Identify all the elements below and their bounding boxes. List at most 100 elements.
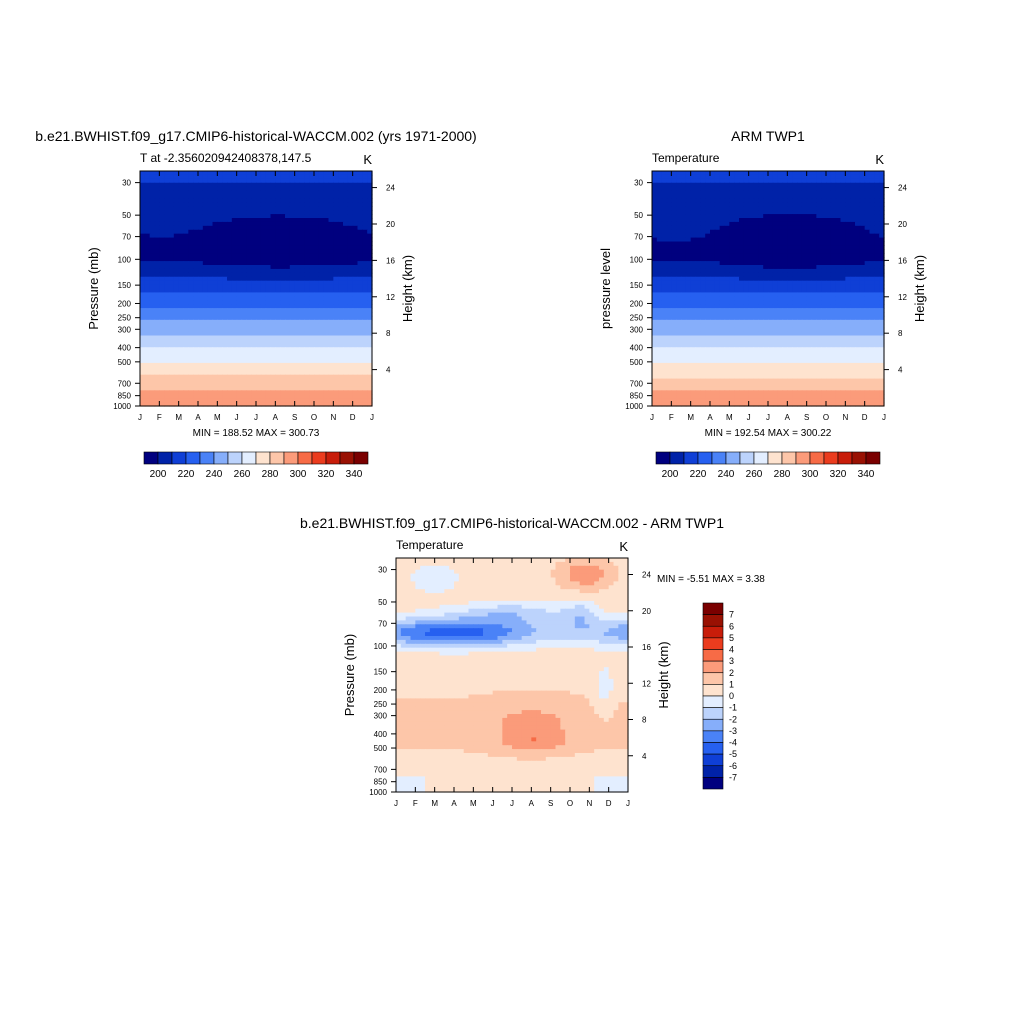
contour-cell bbox=[801, 261, 808, 266]
contour-cell bbox=[314, 198, 320, 203]
contour-cell bbox=[140, 296, 146, 301]
contour-cell bbox=[845, 308, 851, 313]
contour-cell bbox=[768, 253, 774, 258]
contour-cell bbox=[869, 308, 875, 313]
contour-cell bbox=[874, 241, 880, 247]
contour-cell bbox=[362, 280, 368, 286]
contour-cell bbox=[294, 171, 301, 176]
contour-cell bbox=[183, 265, 189, 270]
contour-cell bbox=[309, 194, 315, 200]
contour-cell bbox=[202, 331, 209, 337]
contour-cell bbox=[294, 178, 301, 184]
contour-cell bbox=[864, 304, 871, 309]
contour-cell bbox=[251, 237, 257, 243]
contour-cell bbox=[816, 194, 822, 200]
contour-cell bbox=[705, 300, 711, 305]
contour-cell bbox=[241, 355, 247, 360]
contour-cell bbox=[275, 351, 281, 356]
contour-cell bbox=[700, 218, 706, 223]
contour-cell bbox=[256, 225, 262, 231]
contour-cell bbox=[285, 398, 291, 403]
contour-cell bbox=[739, 308, 745, 313]
contour-cell bbox=[695, 331, 701, 337]
contour-cell bbox=[362, 304, 368, 309]
contour-cell bbox=[782, 182, 788, 188]
contour-cell bbox=[173, 331, 180, 337]
contour-cell bbox=[811, 214, 817, 219]
contour-cell bbox=[797, 312, 803, 317]
contour-cell bbox=[782, 233, 788, 239]
contour-cell bbox=[772, 241, 779, 247]
contour-cell bbox=[700, 171, 706, 176]
contour-cell bbox=[705, 288, 711, 294]
contour-cell bbox=[652, 308, 658, 313]
contour-cell bbox=[782, 319, 788, 325]
contour-cell bbox=[772, 214, 779, 219]
contour-cell bbox=[323, 261, 330, 266]
contour-cell bbox=[188, 241, 194, 247]
contour-cell bbox=[879, 288, 885, 294]
contour-cell bbox=[294, 398, 301, 403]
contour-cell bbox=[830, 174, 837, 180]
contour-cell bbox=[768, 257, 774, 262]
contour-cell bbox=[739, 218, 745, 223]
contour-cell bbox=[362, 182, 368, 188]
contour-cell bbox=[724, 304, 730, 309]
contour-cell bbox=[879, 265, 885, 270]
contour-cell bbox=[285, 288, 291, 294]
contour-cell bbox=[280, 241, 286, 247]
contour-cell bbox=[309, 249, 315, 254]
contour-cell bbox=[753, 304, 759, 309]
contour-cell bbox=[198, 378, 204, 384]
contour-cell bbox=[705, 292, 711, 297]
contour-cell bbox=[285, 351, 291, 356]
contour-cell bbox=[734, 214, 740, 219]
contour-cell bbox=[231, 225, 238, 231]
contour-cell bbox=[149, 319, 156, 325]
contour-cell bbox=[855, 202, 861, 207]
contour-cell bbox=[719, 280, 726, 286]
contour-cell bbox=[787, 272, 793, 278]
contour-cell bbox=[333, 171, 339, 176]
contour-cell bbox=[193, 237, 199, 243]
contour-cell bbox=[333, 174, 339, 180]
contour-cell bbox=[323, 198, 330, 203]
contour-cell bbox=[748, 206, 755, 211]
contour-cell bbox=[734, 186, 740, 192]
contour-cell bbox=[159, 194, 165, 200]
contour-cell bbox=[178, 398, 185, 403]
contour-cell bbox=[797, 265, 803, 270]
contour-cell bbox=[251, 253, 257, 258]
contour-cell bbox=[729, 292, 735, 297]
contour-cell bbox=[671, 308, 677, 313]
contour-cell bbox=[816, 221, 822, 227]
contour-cell bbox=[661, 221, 668, 227]
contour-cell bbox=[855, 265, 861, 270]
contour-cell bbox=[811, 241, 817, 247]
contour-cell bbox=[289, 359, 296, 364]
contour-cell bbox=[357, 398, 363, 403]
contour-cell bbox=[212, 221, 218, 227]
contour-cell bbox=[739, 327, 745, 333]
contour-cell bbox=[869, 221, 875, 227]
contour-cell bbox=[338, 237, 344, 243]
contour-cell bbox=[347, 257, 354, 262]
contour-cell bbox=[343, 343, 349, 348]
contour-cell bbox=[178, 335, 185, 341]
contour-cell bbox=[202, 233, 209, 239]
contour-cell bbox=[265, 296, 272, 301]
contour-cell bbox=[222, 182, 228, 188]
contour-cell bbox=[333, 257, 339, 262]
contour-cell bbox=[840, 194, 846, 200]
contour-cell bbox=[690, 174, 697, 180]
contour-cell bbox=[719, 265, 726, 270]
contour-cell bbox=[299, 178, 305, 184]
contour-cell bbox=[855, 225, 861, 231]
contour-cell bbox=[874, 178, 880, 184]
contour-cell bbox=[661, 312, 668, 317]
contour-cell bbox=[806, 237, 813, 243]
contour-cell bbox=[845, 221, 851, 227]
contour-cell bbox=[797, 210, 803, 215]
contour-cell bbox=[304, 402, 310, 407]
contour-cell bbox=[159, 276, 165, 282]
